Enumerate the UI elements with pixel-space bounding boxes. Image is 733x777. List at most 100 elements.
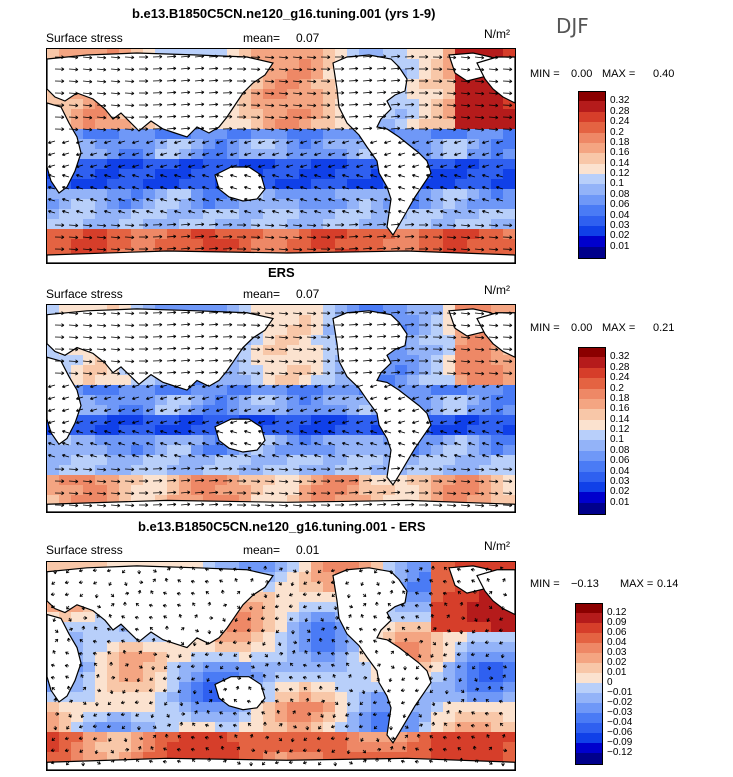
stress-cell <box>431 159 444 170</box>
stress-cell <box>179 139 192 150</box>
stress-arrow <box>334 90 345 95</box>
colorbar-swatch <box>578 347 606 359</box>
stress-cell <box>299 582 312 593</box>
colorbar-swatch <box>578 122 606 133</box>
stress-cell <box>503 49 515 60</box>
stress-arrow <box>204 567 210 572</box>
stress-cell <box>143 682 156 693</box>
stress-cell <box>371 692 384 703</box>
stress-cell <box>335 109 348 120</box>
stress-arrow <box>216 209 224 214</box>
stress-cell <box>371 562 384 573</box>
stress-arrow <box>318 725 322 730</box>
stress-cell <box>155 385 168 396</box>
stress-cell <box>287 722 300 733</box>
stress-arrow <box>248 566 252 571</box>
stress-arrow <box>204 664 210 669</box>
stress-cell <box>227 239 240 250</box>
stress-cell <box>119 169 132 180</box>
stress-arrow <box>426 173 434 178</box>
stress-arrow <box>104 408 112 413</box>
stress-cell <box>455 652 468 663</box>
stress-arrow <box>290 737 295 743</box>
stress-arrow <box>148 688 154 693</box>
stress-cell <box>239 229 252 240</box>
colorbar-swatch <box>575 723 603 734</box>
stress-cell <box>275 562 288 573</box>
stress-cell <box>503 682 515 693</box>
stress-cell <box>407 455 420 466</box>
stress-cell <box>323 425 336 436</box>
panel-3-max-label: MAX = <box>620 578 654 590</box>
stress-cell <box>443 395 456 406</box>
stress-arrow <box>166 234 177 239</box>
stress-arrow <box>244 140 252 145</box>
stress-cell <box>119 692 132 703</box>
stress-cell <box>407 375 420 386</box>
stress-arrow <box>68 103 79 108</box>
stress-cell <box>275 445 288 456</box>
stress-arrow <box>291 649 296 655</box>
stress-arrow <box>496 429 504 434</box>
stress-arrow <box>82 91 93 96</box>
stress-cell <box>503 562 515 573</box>
stress-cell <box>299 632 312 643</box>
stress-arrow <box>76 197 84 202</box>
colorbar-swatch <box>575 603 603 615</box>
stress-cell <box>323 722 336 733</box>
stress-cell <box>251 229 264 240</box>
stress-arrow <box>362 102 373 107</box>
stress-arrow <box>432 467 443 472</box>
stress-arrow <box>348 90 359 95</box>
stress-arrow <box>470 652 476 657</box>
stress-arrow <box>375 757 379 763</box>
stress-arrow <box>278 371 289 376</box>
colorbar-swatch <box>578 91 606 103</box>
colorbar-swatch <box>575 743 603 754</box>
stress-cell <box>143 445 156 456</box>
stress-arrow <box>474 67 485 72</box>
stress-arrow <box>289 592 294 597</box>
stress-arrow <box>222 603 228 608</box>
stress-arrow <box>48 420 56 425</box>
stress-cell <box>359 732 372 743</box>
stress-cell <box>479 732 492 743</box>
stress-cell <box>251 742 264 753</box>
stress-cell <box>95 662 108 673</box>
stress-arrow <box>292 569 297 573</box>
stress-arrow <box>501 733 506 739</box>
stress-cell <box>479 662 492 673</box>
stress-cell <box>467 612 480 623</box>
stress-cell <box>239 612 252 623</box>
stress-cell <box>191 495 204 506</box>
stress-cell <box>371 219 384 230</box>
stress-cell <box>347 732 360 743</box>
stress-cell <box>323 592 336 603</box>
stress-arrow <box>236 103 247 107</box>
stress-arrow <box>404 90 415 95</box>
stress-arrow <box>152 478 163 483</box>
stress-cell <box>71 375 84 386</box>
stress-arrow <box>362 78 373 83</box>
stress-arrow <box>68 627 74 632</box>
stress-cell <box>347 425 360 436</box>
stress-arrow <box>222 687 228 692</box>
land-australia <box>215 677 265 710</box>
stress-cell <box>347 139 360 150</box>
stress-cell <box>491 129 504 140</box>
stress-cell <box>131 189 144 200</box>
stress-cell <box>119 239 132 250</box>
colorbar-tick-label: 0.03 <box>610 475 630 487</box>
stress-arrow <box>302 760 308 765</box>
stress-cell <box>239 119 252 130</box>
stress-cell <box>503 692 515 703</box>
stress-cell <box>323 375 336 386</box>
stress-arrow <box>194 54 205 59</box>
stress-cell <box>119 179 132 190</box>
stress-arrow <box>456 652 462 657</box>
stress-arrow <box>163 591 168 596</box>
stress-cell <box>323 582 336 593</box>
stress-arrow <box>110 371 121 376</box>
stress-arrow <box>208 346 219 351</box>
stress-arrow <box>432 115 443 120</box>
